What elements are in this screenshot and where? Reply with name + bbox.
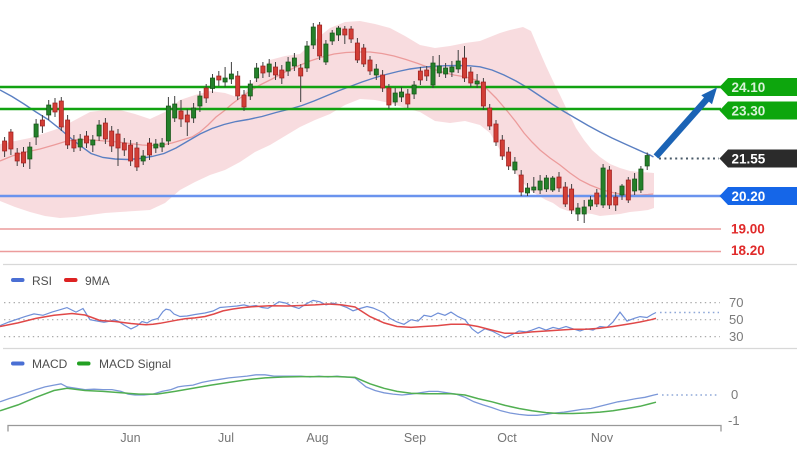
svg-text:70: 70: [729, 295, 743, 310]
svg-text:30: 30: [729, 329, 743, 344]
svg-text:18.20: 18.20: [731, 243, 765, 258]
svg-text:Sep: Sep: [404, 431, 426, 445]
svg-text:Nov: Nov: [591, 431, 614, 445]
svg-text:-1: -1: [728, 413, 740, 428]
svg-text:RSI: RSI: [32, 274, 52, 288]
svg-text:0: 0: [731, 387, 738, 402]
svg-text:21.55: 21.55: [732, 151, 766, 166]
svg-text:20.20: 20.20: [732, 189, 766, 204]
svg-text:19.00: 19.00: [731, 221, 765, 236]
svg-text:23.30: 23.30: [732, 103, 766, 118]
svg-text:Aug: Aug: [306, 431, 328, 445]
svg-text:Oct: Oct: [497, 431, 517, 445]
svg-text:MACD: MACD: [32, 357, 68, 371]
svg-text:Jun: Jun: [120, 431, 140, 445]
svg-text:9MA: 9MA: [85, 274, 110, 288]
svg-text:MACD Signal: MACD Signal: [99, 357, 171, 371]
svg-text:24.10: 24.10: [732, 80, 766, 95]
svg-text:50: 50: [729, 312, 743, 327]
svg-text:Jul: Jul: [218, 431, 234, 445]
